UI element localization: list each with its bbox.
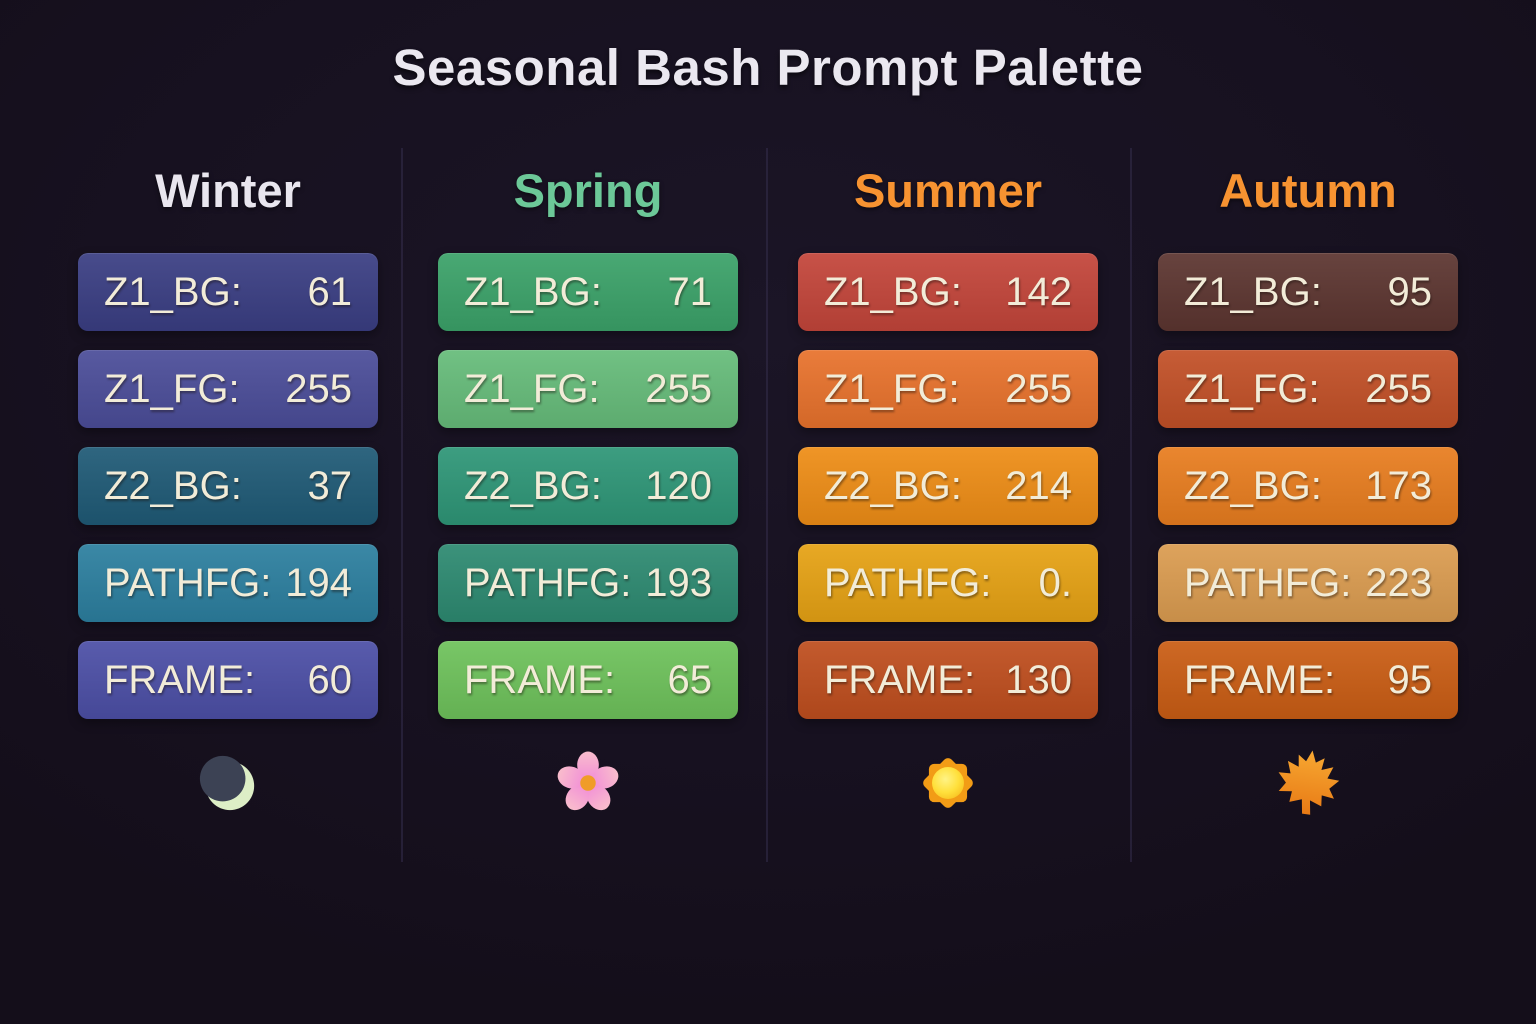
sun-icon	[915, 750, 981, 821]
autumn-frame-badge: FRAME: 95	[1158, 641, 1458, 719]
badge-label: Z1_BG:	[1184, 269, 1322, 314]
spring-pathfg-badge: PATHFG: 193	[438, 544, 738, 622]
badge-value: 95	[1387, 657, 1433, 702]
badge-label: Z2_BG:	[464, 463, 602, 508]
season-column-autumn: Autumn Z1_BG: 95 Z1_FG: 255 Z2_BG: 173 P…	[1128, 162, 1488, 819]
badge-label: PATHFG:	[824, 560, 992, 605]
spring-icon-row	[555, 751, 621, 819]
badge-label: Z1_FG:	[464, 366, 600, 411]
badge-value: 173	[1365, 463, 1432, 508]
badge-value: 214	[1005, 463, 1072, 508]
badge-value: 194	[285, 560, 352, 605]
maple-leaf-icon	[1273, 748, 1343, 823]
autumn-z1-fg-badge: Z1_FG: 255	[1158, 350, 1458, 428]
season-column-summer: Summer Z1_BG: 142 Z1_FG: 255 Z2_BG: 214 …	[768, 162, 1128, 819]
badge-value: 223	[1365, 560, 1432, 605]
badge-label: Z2_BG:	[1184, 463, 1322, 508]
badge-value: 255	[285, 366, 352, 411]
season-columns: Winter Z1_BG: 61 Z1_FG: 255 Z2_BG: 37 PA…	[48, 162, 1488, 819]
badge-value: 0.	[1038, 560, 1072, 605]
spring-frame-badge: FRAME: 65	[438, 641, 738, 719]
season-column-spring: Spring Z1_BG: 71 Z1_FG: 255 Z2_BG: 120 P…	[408, 162, 768, 819]
season-header-winter: Winter	[155, 164, 301, 217]
winter-pathfg-badge: PATHFG: 194	[78, 544, 378, 622]
badge-value: 255	[1005, 366, 1072, 411]
season-header-autumn: Autumn	[1219, 164, 1397, 217]
page-title: Seasonal Bash Prompt Palette	[392, 39, 1144, 96]
badge-value: 255	[645, 366, 712, 411]
summer-icon-row	[915, 751, 981, 819]
winter-icon-row	[197, 751, 259, 819]
badge-label: Z1_BG:	[824, 269, 962, 314]
badge-label: Z1_BG:	[104, 269, 242, 314]
spring-z1-fg-badge: Z1_FG: 255	[438, 350, 738, 428]
autumn-z2-bg-badge: Z2_BG: 173	[1158, 447, 1458, 525]
badge-value: 37	[307, 463, 353, 508]
summer-frame-badge: FRAME: 130	[798, 641, 1098, 719]
column-divider	[766, 148, 768, 862]
spring-z2-bg-badge: Z2_BG: 120	[438, 447, 738, 525]
spring-z1-bg-badge: Z1_BG: 71	[438, 253, 738, 331]
badge-label: FRAME:	[1184, 657, 1336, 702]
spring-badges: Z1_BG: 71 Z1_FG: 255 Z2_BG: 120 PATHFG: …	[438, 253, 738, 719]
autumn-icon-row	[1273, 750, 1343, 819]
autumn-z1-bg-badge: Z1_BG: 95	[1158, 253, 1458, 331]
badge-value: 71	[667, 269, 713, 314]
badge-value: 61	[307, 269, 353, 314]
summer-badges: Z1_BG: 142 Z1_FG: 255 Z2_BG: 214 PATHFG:…	[798, 253, 1098, 719]
winter-z1-bg-badge: Z1_BG: 61	[78, 253, 378, 331]
badge-label: Z2_BG:	[824, 463, 962, 508]
winter-z2-bg-badge: Z2_BG: 37	[78, 447, 378, 525]
winter-frame-badge: FRAME: 60	[78, 641, 378, 719]
badge-label: FRAME:	[824, 657, 976, 702]
badge-value: 130	[1005, 657, 1072, 702]
summer-pathfg-badge: PATHFG: 0.	[798, 544, 1098, 622]
badge-value: 142	[1005, 269, 1072, 314]
badge-label: PATHFG:	[1184, 560, 1352, 605]
badge-label: Z2_BG:	[104, 463, 242, 508]
badge-label: PATHFG:	[104, 560, 272, 605]
crescent-moon-icon	[197, 752, 259, 819]
badge-label: PATHFG:	[464, 560, 632, 605]
summer-z1-fg-badge: Z1_FG: 255	[798, 350, 1098, 428]
badge-label: Z1_FG:	[104, 366, 240, 411]
column-divider	[1130, 148, 1132, 862]
autumn-pathfg-badge: PATHFG: 223	[1158, 544, 1458, 622]
badge-label: Z1_FG:	[1184, 366, 1320, 411]
winter-z1-fg-badge: Z1_FG: 255	[78, 350, 378, 428]
badge-value: 255	[1365, 366, 1432, 411]
badge-label: Z1_FG:	[824, 366, 960, 411]
badge-value: 60	[307, 657, 353, 702]
season-column-winter: Winter Z1_BG: 61 Z1_FG: 255 Z2_BG: 37 PA…	[48, 162, 408, 819]
summer-z2-bg-badge: Z2_BG: 214	[798, 447, 1098, 525]
summer-z1-bg-badge: Z1_BG: 142	[798, 253, 1098, 331]
season-header-spring: Spring	[513, 164, 663, 217]
column-divider	[401, 148, 403, 862]
badge-label: Z1_BG:	[464, 269, 602, 314]
badge-value: 120	[645, 463, 712, 508]
badge-value: 95	[1387, 269, 1433, 314]
badge-value: 65	[667, 657, 713, 702]
winter-badges: Z1_BG: 61 Z1_FG: 255 Z2_BG: 37 PATHFG: 1…	[78, 253, 378, 719]
badge-label: FRAME:	[464, 657, 616, 702]
cherry-blossom-icon	[555, 750, 621, 821]
badge-value: 193	[645, 560, 712, 605]
autumn-badges: Z1_BG: 95 Z1_FG: 255 Z2_BG: 173 PATHFG: …	[1158, 253, 1458, 719]
season-header-summer: Summer	[853, 164, 1043, 217]
badge-label: FRAME:	[104, 657, 256, 702]
